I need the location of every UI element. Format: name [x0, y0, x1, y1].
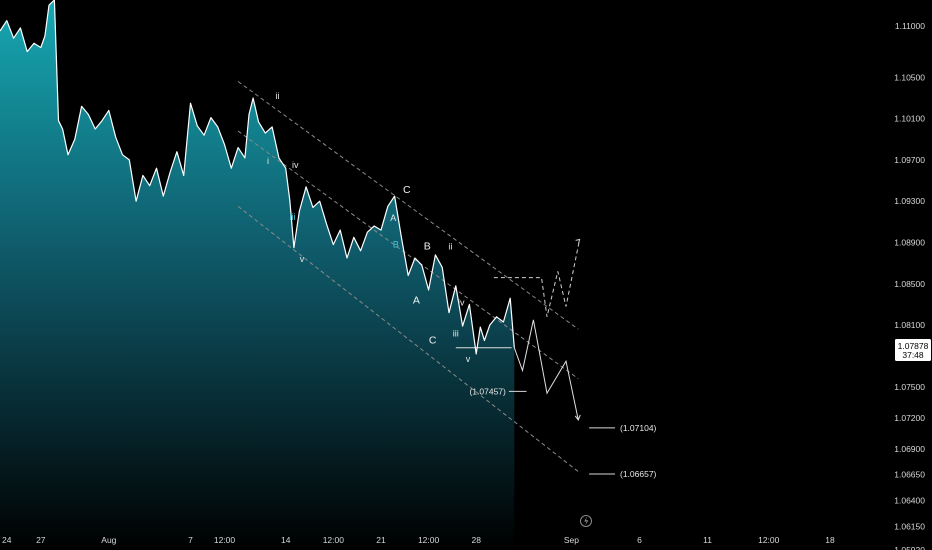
wave-label: v: [466, 354, 471, 364]
x-tick-label: Aug: [101, 535, 116, 545]
wave-label: v: [300, 254, 305, 264]
wave-label: B: [424, 241, 431, 253]
wave-label: A: [390, 213, 396, 223]
wave-label: C: [403, 184, 411, 196]
flash-icon[interactable]: [580, 515, 592, 527]
y-tick-label: 1.06900: [894, 444, 925, 454]
wave-label: iii: [290, 212, 296, 222]
target-label: (1.07457): [469, 386, 506, 396]
y-tick-label: 1.05920: [894, 545, 925, 550]
price-line: [0, 0, 515, 355]
wave-label: iv: [292, 160, 299, 170]
y-tick-label: 1.07200: [894, 413, 925, 423]
projection-paths: [455, 238, 581, 421]
x-tick-label: 6: [637, 535, 642, 545]
y-tick-label: 1.10100: [894, 114, 925, 124]
x-tick-label: Sep: [564, 535, 579, 545]
x-tick-label: 28: [471, 535, 481, 545]
target-label: (1.07104): [620, 423, 657, 433]
x-tick-label: 7: [188, 535, 193, 545]
x-tick-label: 12:00: [418, 535, 440, 545]
y-tick-label: 1.06400: [894, 495, 925, 505]
time-axis[interactable]: 24 27 Aug 7 12:00 14 12:00 21 12:00 28 Sep 6 11 12:00…: [2, 535, 835, 545]
wave-label: i: [267, 156, 269, 166]
channel-upper-line: [237, 81, 579, 330]
bearish-arrowhead: [574, 414, 581, 421]
wave-label: B: [393, 240, 399, 250]
bearish-projection: [513, 319, 579, 421]
channel-lower-line: [237, 205, 579, 472]
y-tick-label: 1.07500: [894, 382, 925, 392]
y-tick-label: 1.09700: [894, 155, 925, 165]
wave-label: ii: [448, 242, 452, 252]
price-area-fill: [0, 0, 515, 550]
y-tick-label: 1.11000: [895, 21, 925, 31]
price-line-group: [0, 0, 515, 355]
x-tick-label: 14: [281, 535, 291, 545]
x-tick-label: 11: [703, 535, 712, 545]
last-price-label: 1.07878: [898, 341, 929, 351]
y-tick-label: 1.08900: [894, 237, 925, 247]
wave-label: A: [413, 294, 420, 306]
x-tick-label: 12:00: [214, 535, 236, 545]
y-tick-label: 1.08500: [894, 279, 925, 289]
wave-label: iii: [453, 328, 459, 338]
target-label: (1.06657): [620, 469, 657, 479]
wave-label: iv: [458, 297, 465, 307]
bullish-projection: [493, 239, 581, 317]
x-tick-label: 12:00: [323, 535, 345, 545]
y-tick-label: 1.10500: [894, 72, 925, 82]
y-tick-label: 1.08100: [894, 320, 925, 330]
bullish-arrowhead: [575, 238, 581, 244]
wave-label: ii: [276, 91, 280, 101]
price-channel: [237, 81, 579, 472]
last-price-box: [895, 338, 931, 361]
price-axis[interactable]: 1.11000 1.10500 1.10100 1.09700 1.09300 1.089…: [894, 21, 925, 550]
y-tick-label: 1.06150: [894, 521, 925, 531]
x-tick-label: 27: [36, 535, 46, 545]
channel-middle-line: [237, 130, 579, 380]
wave-label: C: [429, 335, 437, 347]
price-area: [0, 0, 515, 550]
x-tick-label: 24: [2, 535, 12, 545]
countdown-label: 37:48: [902, 350, 924, 360]
x-tick-label: 21: [376, 535, 386, 545]
x-tick-label: 12:00: [758, 535, 780, 545]
y-tick-label: 1.09300: [894, 196, 925, 206]
target-levels: (1.07457) (1.07104) (1.06657): [469, 386, 656, 479]
x-tick-label: 18: [825, 535, 835, 545]
y-tick-label: 1.06650: [894, 470, 925, 480]
